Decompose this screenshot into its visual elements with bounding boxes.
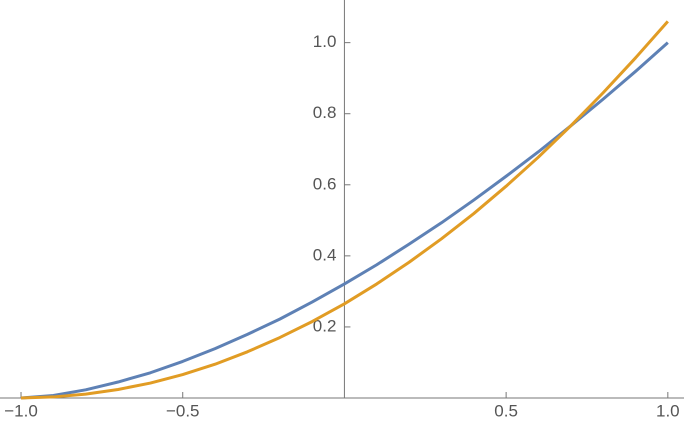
x-tick-label: 0.5 [494,401,518,420]
y-tick-label: 0.6 [313,174,337,193]
y-tick-label: 1.0 [313,32,337,51]
x-tick-label: −0.5 [166,401,200,420]
y-tick-label: 0.4 [313,245,337,264]
line-series [20,20,669,400]
y-tick-label: 0.2 [313,316,337,335]
x-tick-label: −1.0 [4,401,38,420]
x-tick-label: 1.0 [656,401,680,420]
y-tick-label: 0.8 [313,103,337,122]
